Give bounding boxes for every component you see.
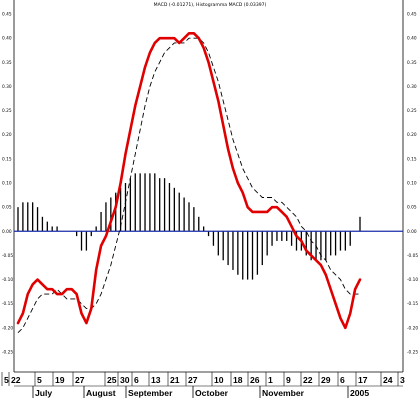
y-axis-right: 0.45 0.40 0.35 0.30 0.25 0.20 0.15 0.10 0.05 0.00… xyxy=(407,12,418,356)
y-tick-label-left: -0.20 xyxy=(2,325,13,331)
x-day-label: 18 xyxy=(233,375,243,385)
x-day-label: 22 xyxy=(11,375,21,385)
y-tick-label-left: 0.35 xyxy=(2,60,12,66)
macd-line xyxy=(16,32,362,330)
x-day-label: 24 xyxy=(383,375,393,385)
y-tick-label-right: 0.05 xyxy=(407,205,417,211)
y-tick-label-right: 0.40 xyxy=(407,36,417,42)
x-day-label: 17 xyxy=(358,375,368,385)
x-day-label: 27 xyxy=(75,375,85,385)
y-tick-label-right: 0.45 xyxy=(407,12,417,18)
y-tick-label-left: 0.05 xyxy=(2,205,12,211)
x-day-label: 6 xyxy=(134,375,139,385)
y-tick-label-left: -0.10 xyxy=(2,277,13,283)
y-tick-label-right: -0.05 xyxy=(407,253,418,259)
x-day-label: 5 xyxy=(4,375,9,385)
x-day-label: 13 xyxy=(151,375,161,385)
y-tick-label-right: 0.35 xyxy=(407,60,417,66)
y-tick-label-left: -0.15 xyxy=(2,301,13,307)
x-day-label: 10 xyxy=(214,375,224,385)
x-day-label: 5 xyxy=(37,375,42,385)
x-day-label: 27 xyxy=(188,375,198,385)
y-tick-label-left: 0.30 xyxy=(2,84,12,90)
x-month-label: August xyxy=(86,388,116,398)
x-month-label: November xyxy=(262,388,305,398)
y-tick-label-left: 0.10 xyxy=(2,181,12,187)
x-month-label: October xyxy=(195,388,229,398)
x-day-label: 1 xyxy=(268,375,273,385)
x-day-label: 21 xyxy=(170,375,180,385)
y-tick-label-right: 0.00 xyxy=(407,229,417,235)
y-tick-label-right: -0.20 xyxy=(407,325,418,331)
y-tick-label-right: 0.20 xyxy=(407,132,417,138)
x-day-label: 30 xyxy=(120,375,130,385)
y-tick-label-right: -0.15 xyxy=(407,301,418,307)
x-day-label: 29 xyxy=(321,375,331,385)
y-tick-label-left: 0.25 xyxy=(2,108,12,114)
x-day-label: 3 xyxy=(400,375,405,385)
x-day-label: 25 xyxy=(107,375,117,385)
y-tick-label-right: 0.10 xyxy=(407,181,417,187)
y-tick-label-right: 0.15 xyxy=(407,156,417,162)
y-tick-label-left: -0.25 xyxy=(2,350,13,356)
y-tick-label-left: 0.20 xyxy=(2,132,12,138)
y-tick-label-left: 0.45 xyxy=(2,12,12,18)
x-day-label: 6 xyxy=(340,375,345,385)
y-tick-label-right: -0.25 xyxy=(407,350,418,356)
y-axis-left: 0.45 0.40 0.35 0.30 0.25 0.20 0.15 0.10 0.05 0.00… xyxy=(2,12,13,356)
x-day-label: 9 xyxy=(286,375,291,385)
x-month-label: September xyxy=(128,388,173,398)
x-axis-days: 5 22 5 19 27 25 30 6 13 21 27 10 18 26 1 9 22 29 6 17 24 3 xyxy=(1,372,405,386)
y-tick-label-left: 0.15 xyxy=(2,156,12,162)
x-month-label: 2005 xyxy=(350,388,369,398)
histogram-bars xyxy=(17,173,361,280)
x-month-label: July xyxy=(35,388,52,398)
y-tick-label-right: -0.10 xyxy=(407,277,418,283)
signal-line xyxy=(17,37,360,334)
y-tick-label-right: 0.30 xyxy=(407,84,417,90)
x-day-label: 22 xyxy=(303,375,313,385)
y-tick-label-left: 0.00 xyxy=(2,229,12,235)
x-day-label: 19 xyxy=(55,375,65,385)
x-day-label: 26 xyxy=(250,375,260,385)
chart-title: MACD (-0.01271), Histogramma MACD (0.033… xyxy=(154,2,267,8)
y-tick-label-right: 0.25 xyxy=(407,108,417,114)
y-tick-label-left: -0.05 xyxy=(2,253,13,259)
x-axis-months: July August September October November 2005 xyxy=(14,385,403,398)
y-tick-label-left: 0.40 xyxy=(2,36,12,42)
